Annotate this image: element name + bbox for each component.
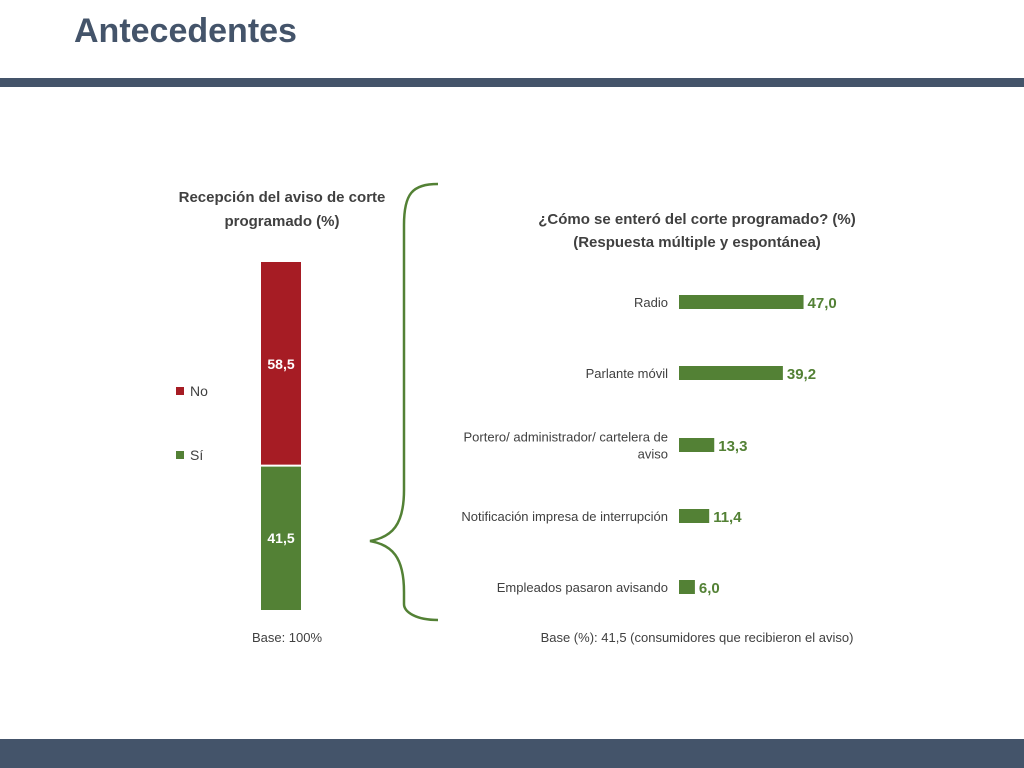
- curly-brace: [369, 182, 439, 622]
- bar-4: [679, 509, 710, 523]
- legend-swatch-si: [176, 451, 184, 459]
- stack-label-no: 58,5: [267, 356, 294, 372]
- stack-segment-no: [261, 262, 301, 466]
- bar-1: [679, 295, 804, 309]
- title-divider: [0, 78, 1024, 87]
- category-label-3-line2: aviso: [638, 447, 668, 462]
- left-stacked-bar: 41,5 58,5: [261, 262, 301, 610]
- footer-band: [0, 739, 1024, 768]
- legend-label-no: No: [190, 383, 208, 399]
- stack-segment-si: [261, 465, 301, 610]
- right-footnote: Base (%): 41,5 (consumidores que recibie…: [541, 630, 854, 645]
- left-chart-title-line2: programado (%): [224, 213, 339, 230]
- bar-value-label-2: 39,2: [787, 366, 816, 383]
- bar-value-label-1: 47,0: [808, 295, 837, 312]
- category-label-2: Parlante móvil: [586, 366, 668, 381]
- bar-3: [679, 438, 715, 452]
- right-chart-title-line1: ¿Cómo se enteró del corte programado? (%…: [538, 211, 856, 228]
- left-legend: No Sí: [176, 383, 208, 463]
- bar-2: [679, 366, 783, 380]
- bar-5: [679, 580, 695, 594]
- bar-value-label-4: 11,4: [713, 509, 742, 526]
- category-label-3-line1: Portero/ administrador/ cartelera de: [464, 430, 668, 445]
- legend-swatch-no: [176, 387, 184, 395]
- category-label-1: Radio: [634, 295, 668, 310]
- slide-title: Antecedentes: [74, 12, 297, 50]
- category-label-5: Empleados pasaron avisando: [497, 580, 668, 595]
- bar-value-label-5: 6,0: [699, 580, 720, 597]
- category-label-4: Notificación impresa de interrupción: [461, 509, 668, 524]
- stack-label-si: 41,5: [267, 530, 294, 546]
- right-horizontal-bars: 47,0 Radio 39,2 Parlante móvil 13,3 Portero/ …: [461, 295, 837, 597]
- legend-label-si: Sí: [190, 447, 203, 463]
- bar-value-label-3: 13,3: [718, 438, 747, 455]
- left-chart-title-line1: Recepción del aviso de corte: [179, 189, 386, 206]
- right-chart-title-line2: (Respuesta múltiple y espontánea): [573, 234, 821, 251]
- left-footnote: Base: 100%: [252, 630, 323, 645]
